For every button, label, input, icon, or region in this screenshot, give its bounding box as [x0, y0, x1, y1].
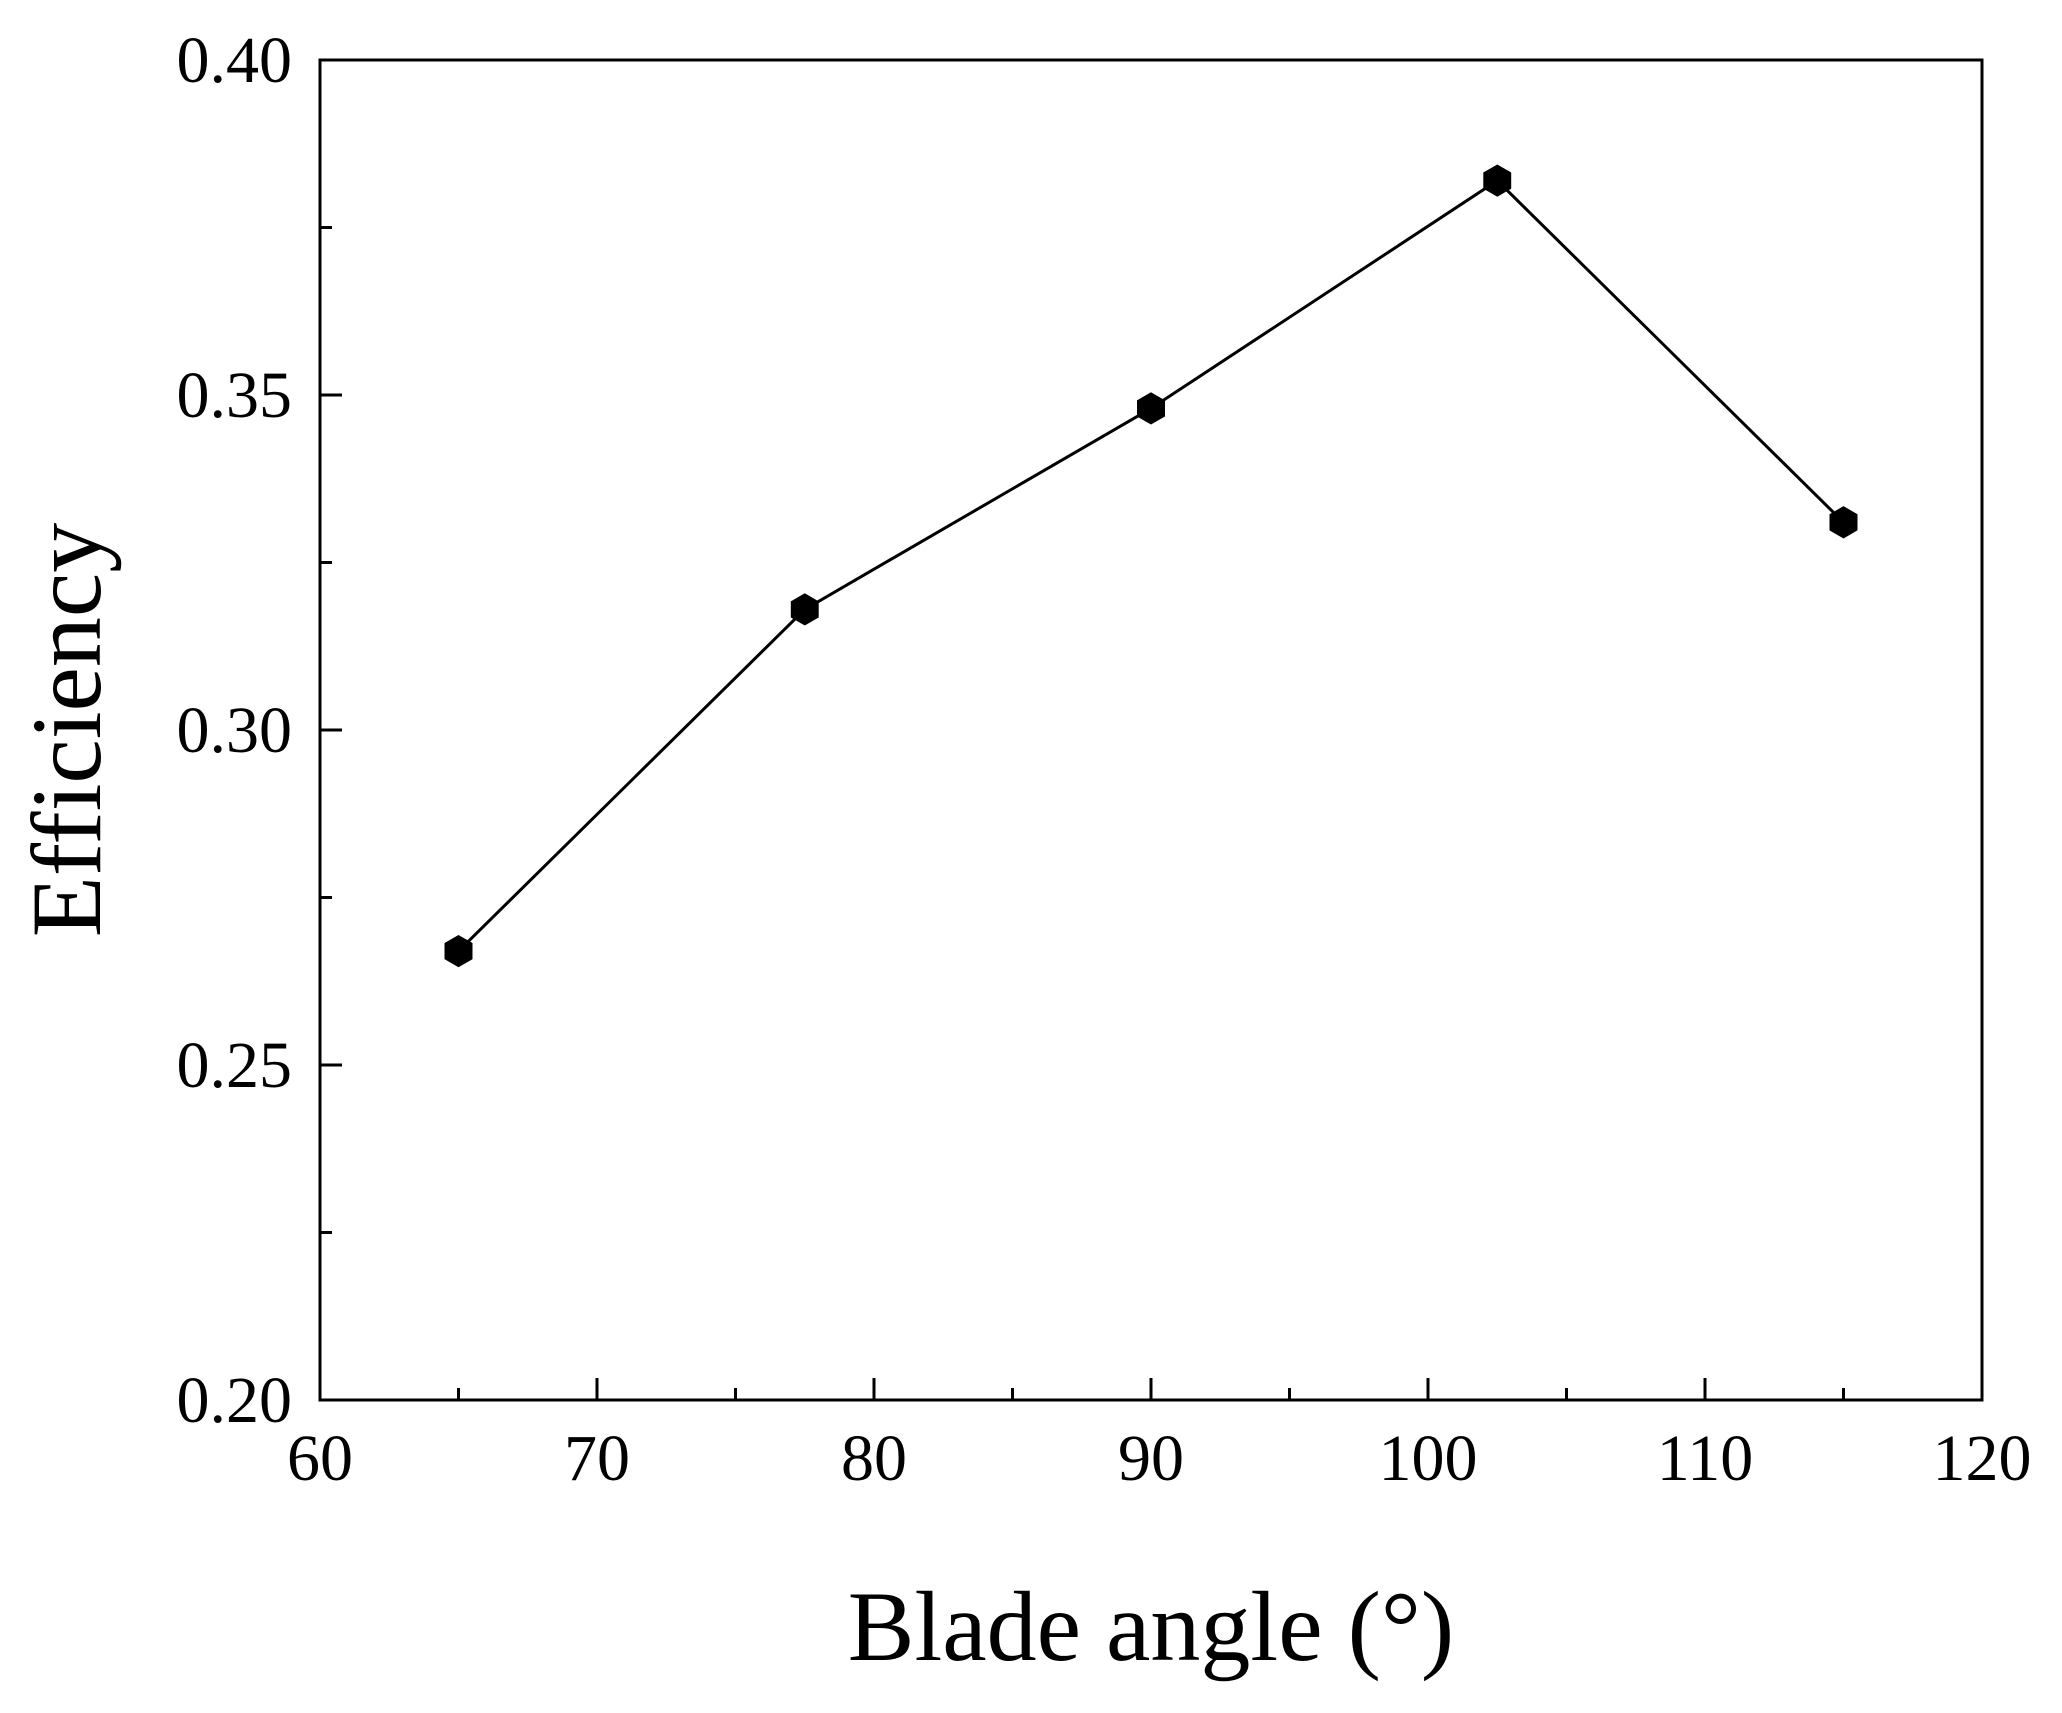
- y-tick-label: 0.30: [177, 694, 293, 767]
- data-point-marker: [790, 593, 819, 626]
- x-tick-label: 60: [287, 1422, 353, 1495]
- x-tick-label: 110: [1657, 1422, 1754, 1495]
- y-tick-label: 0.25: [177, 1029, 293, 1102]
- x-tick-labels: 60 70 80 90 100 110 120: [287, 1422, 2032, 1495]
- data-point-marker: [1137, 392, 1165, 425]
- x-tick-label: 80: [841, 1422, 907, 1495]
- x-tick-label: 90: [1118, 1422, 1184, 1495]
- y-tick-label: 0.35: [177, 359, 293, 432]
- x-axis-title: Blade angle (°): [848, 1571, 1454, 1682]
- series-line: [457, 178, 1845, 953]
- y-tick-label: 0.20: [177, 1364, 293, 1437]
- data-point-marker: [1829, 506, 1858, 539]
- x-tick-label: 70: [564, 1422, 630, 1495]
- x-tick-label: 100: [1379, 1422, 1478, 1495]
- plot-frame: [318, 58, 1984, 1402]
- data-point-marker: [1483, 164, 1512, 197]
- data-point-marker: [444, 934, 473, 968]
- x-tick-label: 120: [1933, 1422, 2032, 1495]
- y-tick-labels: 0.20 0.25 0.30 0.35 0.40: [177, 24, 293, 1437]
- major-ticks: [318, 58, 1984, 1402]
- series-layer: [444, 164, 1858, 968]
- y-axis-title: Efficiency: [11, 523, 122, 938]
- y-tick-label: 0.40: [177, 24, 293, 97]
- minor-ticks: [320, 226, 1845, 1400]
